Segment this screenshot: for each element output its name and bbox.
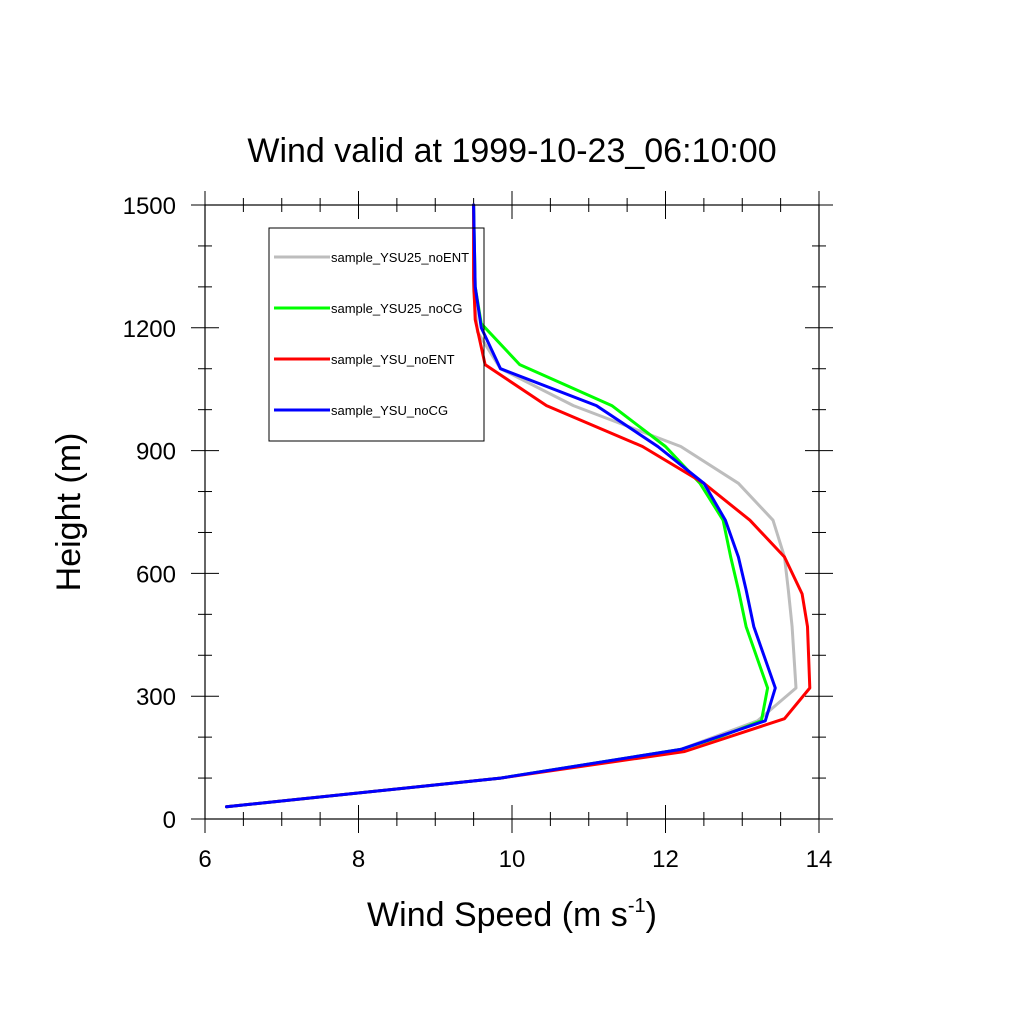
plot-frame	[204, 204, 820, 820]
y-tick-label: 600	[136, 561, 176, 588]
legend-label: sample_YSU_noENT	[331, 352, 455, 367]
x-tick-label: 8	[352, 846, 365, 873]
legend-label: sample_YSU25_noCG	[331, 301, 463, 316]
y-axis-label: Height (m)	[50, 433, 88, 592]
legend-label: sample_YSU25_noENT	[331, 250, 469, 265]
x-tick-label: 14	[806, 846, 833, 873]
series-line-sample_YSU_noCG	[225, 203, 777, 809]
x-tick-label: 6	[198, 846, 211, 873]
series-line-sample_YSU25_noENT	[225, 203, 798, 809]
legend: sample_YSU25_noENT sample_YSU25_noCGsampl…	[268, 227, 485, 442]
y-tick-label: 1200	[123, 316, 176, 343]
y-tick-label: 0	[163, 807, 176, 834]
y-tick-label: 1500	[123, 193, 176, 220]
x-axis-label-end: )	[646, 896, 657, 934]
y-tick-label: 900	[136, 439, 176, 466]
x-axis-label-superscript: -1	[628, 895, 646, 917]
tick-labels: 6 8 10 12 14 0 300 600 900 1200 1500	[123, 193, 833, 873]
legend-items: sample_YSU25_noENT sample_YSU25_noCGsampl…	[274, 250, 469, 418]
legend-label: sample_YSU_noCG	[331, 403, 448, 418]
legend-box	[268, 227, 485, 442]
x-axis-label: Wind Speed (m s-1)	[367, 895, 657, 934]
x-axis-label-main: Wind Speed (m s	[367, 896, 628, 934]
axis-ticks	[191, 191, 833, 833]
series-lines	[225, 203, 812, 809]
y-tick-label: 300	[136, 684, 176, 711]
series-line-sample_YSU25_noCG	[225, 203, 770, 809]
x-tick-label: 12	[652, 846, 679, 873]
series-line-sample_YSU_noENT	[225, 203, 812, 809]
chart-title: Wind valid at 1999-10-23_06:10:00	[247, 132, 776, 170]
x-tick-label: 10	[499, 846, 526, 873]
